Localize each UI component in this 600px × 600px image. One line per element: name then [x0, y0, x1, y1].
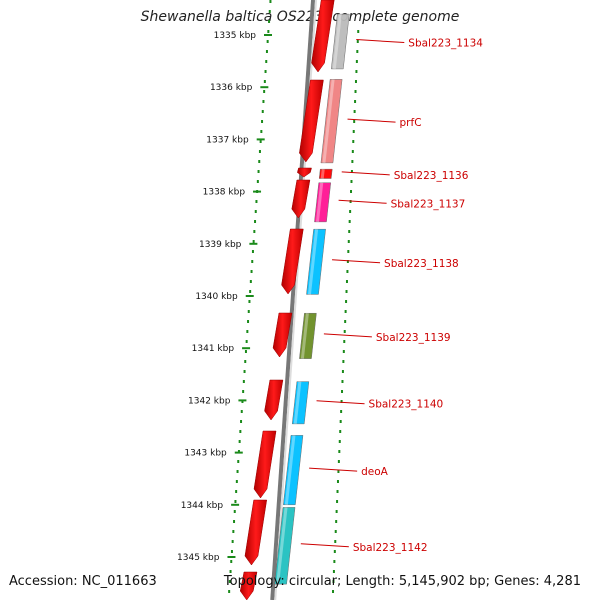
gene-highlight	[307, 229, 319, 295]
tick-label: 1339 kbp	[199, 240, 242, 250]
gene-label-leader	[300, 543, 349, 548]
tick-label: 1336 kbp	[210, 83, 253, 93]
gene-highlight	[284, 435, 296, 505]
gene-highlight	[293, 381, 302, 425]
forward-gene-arrow	[311, 0, 335, 73]
forward-gene-arrow	[253, 430, 277, 499]
gene-highlight	[300, 313, 309, 359]
forward-gene-arrow	[291, 179, 311, 219]
gene-label-leader	[332, 259, 381, 264]
tick-label: 1341 kbp	[192, 344, 235, 354]
gene-block	[314, 182, 332, 223]
gene-highlight	[320, 168, 325, 179]
gene-block	[274, 507, 296, 585]
gene-label-leader	[347, 118, 396, 123]
gene-block	[330, 13, 350, 70]
forward-gene-arrow	[299, 79, 324, 163]
forward-gene-arrow	[264, 379, 284, 421]
gene-highlight	[332, 13, 342, 70]
gene-label: deoA	[361, 466, 389, 478]
gene-label: Sbal223_1142	[353, 542, 428, 554]
gene-block	[320, 79, 343, 164]
gene-label-leader	[356, 39, 405, 44]
gene-label: Sbal223_1138	[384, 258, 459, 270]
gene-label-leader	[338, 199, 387, 204]
backbone-line	[270, 0, 316, 600]
gene-block	[283, 435, 304, 506]
gene-label-leader	[323, 333, 372, 338]
tick-label: 1342 kbp	[188, 396, 231, 406]
tick-label: 1337 kbp	[206, 135, 249, 145]
gene-label-leader	[316, 400, 365, 405]
gene-label: Sbal223_1134	[408, 38, 483, 50]
tick-label: 1340 kbp	[195, 292, 238, 302]
gene-label: Sbal223_1140	[369, 399, 444, 411]
gene-label-leader	[309, 467, 358, 472]
tick-label: 1343 kbp	[184, 449, 227, 459]
gene-block	[318, 168, 333, 179]
gene-label: Sbal223_1137	[391, 198, 466, 210]
map-title: Shewanella baltica OS223, complete genom…	[140, 9, 460, 25]
tick-label: 1335 kbp	[214, 31, 257, 41]
gene-label-leader	[341, 171, 390, 176]
tick-label: 1338 kbp	[203, 188, 246, 198]
forward-gene-arrow	[244, 499, 268, 566]
forward-gene-arrow	[281, 228, 304, 295]
gene-label: Sbal223_1136	[394, 170, 469, 182]
gene-block	[306, 228, 326, 295]
gene-block	[291, 381, 310, 425]
forward-gene-arrow	[297, 167, 312, 178]
tick-label: 1344 kbp	[181, 501, 224, 511]
accession-text: Accession: NC_011663	[9, 574, 157, 589]
gene-dotted-line	[331, 30, 360, 600]
gene-highlight	[322, 79, 335, 164]
gene-block	[299, 312, 317, 359]
ruler-dotted-line	[227, 0, 272, 600]
gene-highlight	[276, 507, 288, 585]
gene-label: prfC	[400, 117, 422, 129]
gene-label: Sbal223_1139	[376, 332, 451, 344]
forward-gene-arrow	[272, 312, 293, 358]
topology-text: Topology: circular; Length: 5,145,902 bp…	[223, 574, 581, 589]
forward-gene-arrow	[239, 571, 258, 600]
tick-label: 1345 kbp	[177, 553, 220, 563]
gene-highlight	[315, 182, 324, 223]
